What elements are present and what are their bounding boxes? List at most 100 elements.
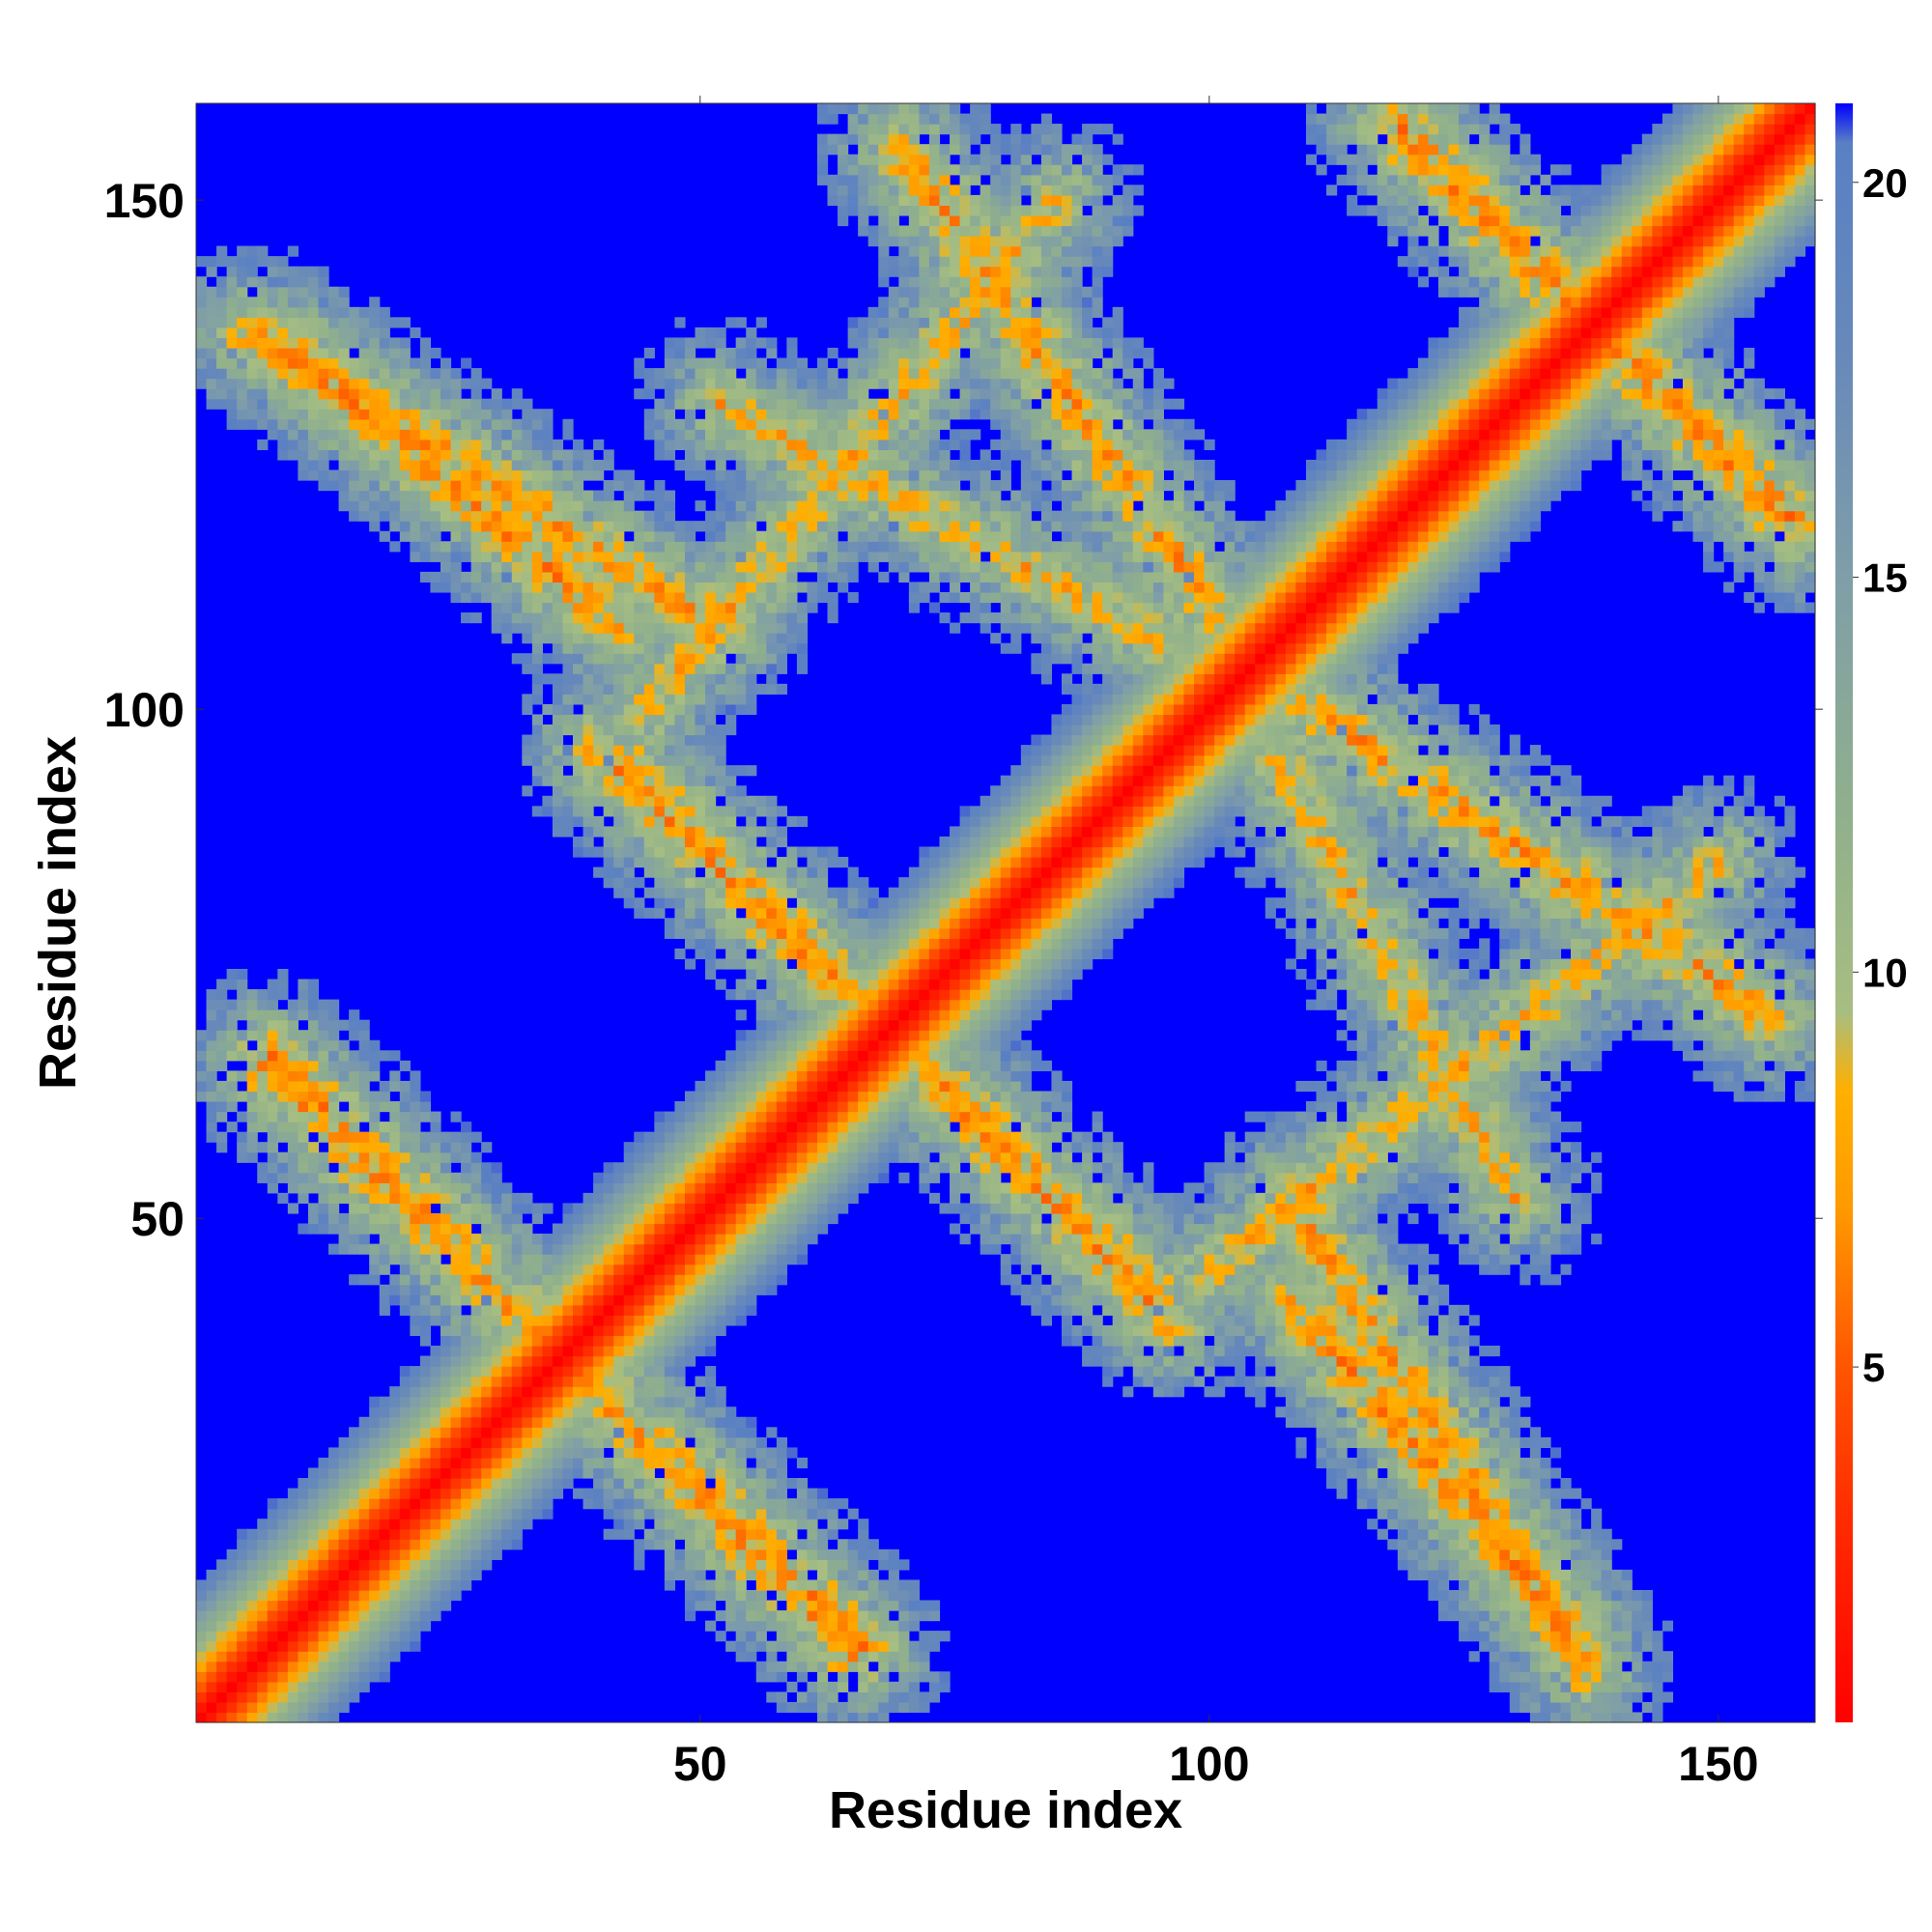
- heatmap-cell: [440, 1162, 452, 1174]
- heatmap-cell: [1082, 1324, 1094, 1337]
- heatmap-cell: [695, 1264, 706, 1275]
- heatmap-cell: [858, 1579, 869, 1591]
- heatmap-cell: [1652, 1701, 1663, 1714]
- heatmap-cell: [1194, 1335, 1206, 1347]
- heatmap-cell: [1549, 1579, 1562, 1591]
- heatmap-cell: [1580, 1589, 1592, 1602]
- heatmap-cell: [369, 1620, 381, 1632]
- heatmap-cell: [1540, 1436, 1551, 1448]
- heatmap-cell: [735, 1488, 747, 1499]
- heatmap-cell: [1264, 1234, 1276, 1245]
- heatmap-cell: [461, 1234, 472, 1245]
- heatmap-cell: [613, 1406, 625, 1418]
- heatmap-cell: [684, 1416, 696, 1428]
- heatmap-cell: [328, 1548, 340, 1560]
- heatmap-cell: [664, 1386, 676, 1398]
- heatmap-cell: [1753, 1091, 1765, 1102]
- heatmap-cell: [307, 1589, 320, 1602]
- heatmap-cell: [623, 1427, 635, 1438]
- heatmap-cell: [1051, 1234, 1063, 1245]
- heatmap-cell: [735, 1131, 747, 1143]
- heatmap-cell: [613, 1519, 625, 1530]
- heatmap-cell: [1591, 1589, 1603, 1602]
- heatmap-cell: [613, 1508, 625, 1520]
- heatmap-cell: [399, 1427, 411, 1438]
- heatmap-cell: [1571, 1151, 1582, 1163]
- heatmap-cell: [1489, 1620, 1500, 1632]
- heatmap-cell: [1152, 1386, 1164, 1398]
- heatmap-cell: [470, 1345, 482, 1357]
- heatmap-cell: [1255, 1172, 1266, 1183]
- heatmap-cell: [674, 1264, 686, 1275]
- heatmap-cell: [980, 1091, 991, 1102]
- heatmap-cell: [858, 1050, 869, 1062]
- heatmap-cell: [827, 1712, 838, 1723]
- heatmap-cell: [878, 1701, 890, 1714]
- heatmap-cell: [1448, 1162, 1460, 1174]
- heatmap-cell: [419, 1620, 432, 1632]
- heatmap-cell: [1540, 1478, 1551, 1490]
- heatmap-cell: [858, 1182, 869, 1194]
- heatmap-cell: [654, 1376, 666, 1387]
- heatmap-cell: [674, 1151, 686, 1163]
- heatmap-cell: [755, 1519, 767, 1530]
- heatmap-cell: [1367, 1172, 1378, 1183]
- heatmap-cell: [939, 1142, 951, 1153]
- heatmap-cell: [1499, 1559, 1511, 1571]
- heatmap-cell: [684, 1519, 696, 1530]
- heatmap-cell: [735, 1508, 747, 1520]
- heatmap-cell: [1040, 1243, 1053, 1255]
- heatmap-cell: [1316, 1060, 1327, 1071]
- heatmap-cell: [847, 1142, 859, 1153]
- heatmap-cell: [410, 1203, 421, 1214]
- heatmap-cell: [1295, 1080, 1307, 1093]
- heatmap-cell: [461, 1539, 472, 1550]
- heatmap-cell: [1499, 1498, 1511, 1510]
- heatmap-cell: [746, 1620, 757, 1632]
- heatmap-cell: [1397, 1539, 1408, 1550]
- heatmap-cell: [501, 1498, 513, 1510]
- heatmap-cell: [1264, 1111, 1276, 1122]
- heatmap-cell: [1499, 1519, 1511, 1530]
- heatmap-cell: [1479, 1519, 1491, 1530]
- heatmap-cell: [613, 1528, 625, 1540]
- heatmap-cell: [1020, 1172, 1032, 1183]
- heatmap-cell: [379, 1234, 390, 1245]
- heatmap-cell: [908, 1651, 920, 1662]
- heatmap-cell: [328, 1172, 340, 1183]
- heatmap-cell: [1102, 1335, 1114, 1347]
- heatmap-cell: [827, 1600, 838, 1611]
- heatmap-cell: [1000, 1111, 1011, 1122]
- heatmap-cell: [970, 1091, 981, 1102]
- heatmap-cell: [491, 1416, 502, 1428]
- heatmap-cell: [634, 1457, 645, 1469]
- heatmap-cell: [1031, 1234, 1042, 1245]
- heatmap-cell: [715, 1386, 726, 1398]
- heatmap-cell: [705, 1294, 717, 1306]
- heatmap-cell: [1305, 1345, 1318, 1357]
- heatmap-cell: [867, 1579, 879, 1591]
- heatmap-cell: [1214, 1304, 1226, 1316]
- heatmap-cell: [908, 1151, 920, 1163]
- heatmap-cell: [369, 1182, 381, 1194]
- heatmap-cell: [1468, 1070, 1480, 1082]
- heatmap-cell: [399, 1579, 411, 1591]
- heatmap-cell: [1367, 1212, 1378, 1225]
- heatmap-cell: [715, 1396, 726, 1407]
- heatmap-cell: [1347, 1122, 1358, 1133]
- heatmap-cell: [389, 1569, 401, 1581]
- heatmap-cell: [399, 1223, 411, 1235]
- heatmap-cell: [226, 1569, 238, 1581]
- heatmap-cell: [674, 1355, 686, 1367]
- heatmap-cell: [1489, 1406, 1500, 1418]
- heatmap-cell: [1061, 1111, 1073, 1122]
- heatmap-cell: [796, 1488, 809, 1499]
- heatmap-cell: [634, 1264, 645, 1275]
- heatmap-cell: [358, 1427, 370, 1438]
- heatmap-cell: [1437, 1406, 1450, 1418]
- heatmap-cell: [440, 1142, 452, 1153]
- heatmap-cell: [307, 1203, 320, 1214]
- heatmap-cell: [634, 1436, 645, 1448]
- heatmap-cell: [623, 1324, 635, 1337]
- heatmap-cell: [1479, 1528, 1491, 1540]
